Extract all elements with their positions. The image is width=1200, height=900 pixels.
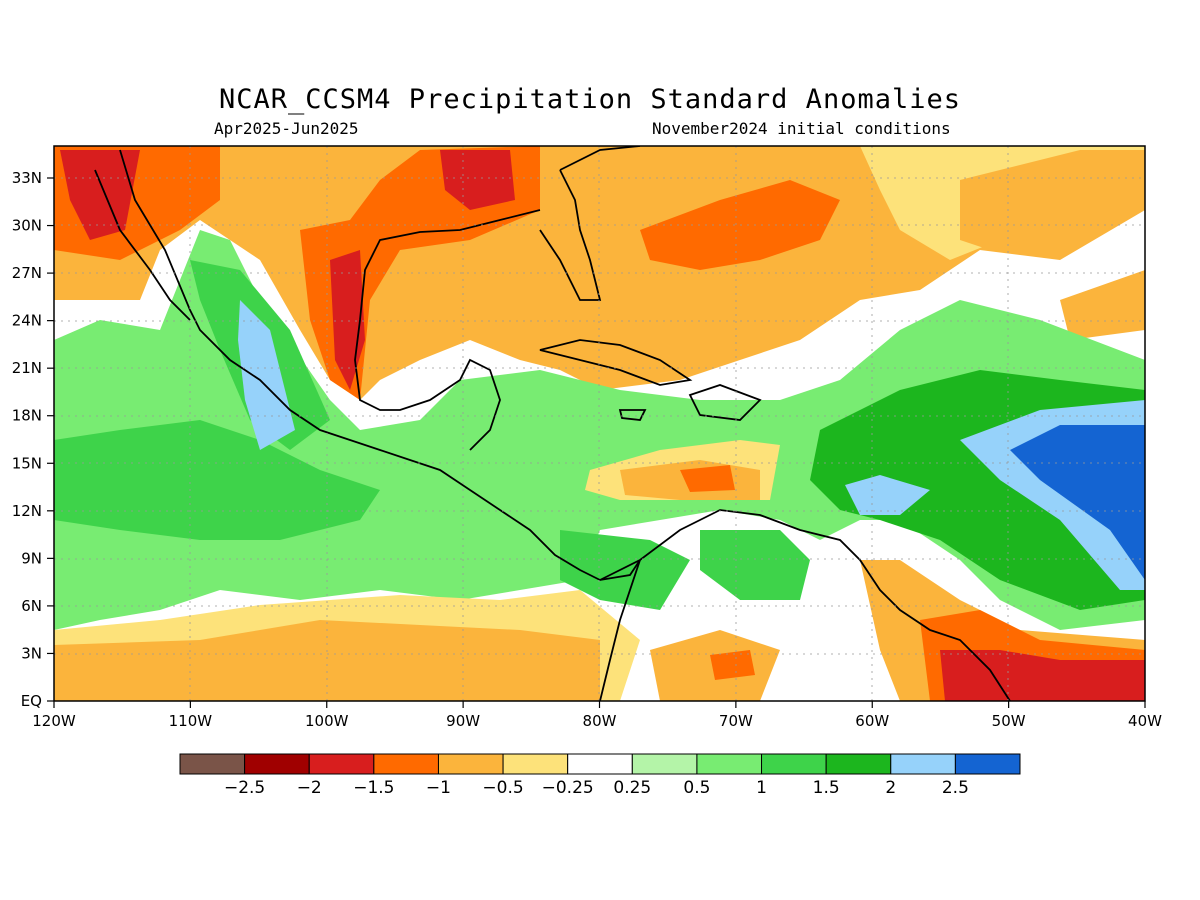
x-tick-label: 90W [446, 712, 480, 730]
anomaly-region-guiana-core [940, 650, 1145, 701]
x-tick-label: 60W [855, 712, 889, 730]
y-tick-label: 27N [12, 264, 42, 282]
anomaly-field [54, 146, 1145, 701]
coastline-cuba [539, 339, 693, 386]
legend-swatch [954, 753, 1021, 775]
legend-label: 0.25 [613, 778, 651, 798]
coastline-south-america [599, 509, 1011, 701]
legend-swatch [890, 753, 956, 775]
anomaly-region-venezuela-wet [700, 530, 810, 600]
anomaly-region-equator-dry [54, 620, 600, 701]
y-tick-label: 12N [12, 502, 42, 520]
legend-swatch [696, 753, 763, 775]
y-tick-label: 30N [12, 217, 42, 235]
coastline-south-america-west [599, 559, 641, 701]
legend-swatch [179, 753, 246, 775]
anomaly-region-atlantic-wet-core [1010, 425, 1145, 580]
legend-swatch [761, 753, 827, 775]
legend-label: −2.5 [224, 778, 265, 798]
anomaly-region-antilles-wet-core [845, 475, 930, 515]
initial-conditions: November2024 initial conditions [652, 119, 951, 138]
y-tick-label: 24N [12, 312, 42, 330]
y-axis-ticks: 33N 30N 27N 24N 21N 18N 15N 12N 9N 6N 3N EQ [12, 169, 54, 710]
legend-label: −1 [426, 778, 451, 798]
x-tick-label: 40W [1128, 712, 1162, 730]
legend-swatch [825, 753, 892, 775]
legend-label: −0.5 [482, 778, 523, 798]
legend-label: 1 [756, 778, 767, 798]
x-tick-label: 120W [32, 712, 76, 730]
coastline-jamaica [618, 409, 647, 421]
legend-label: 2 [885, 778, 896, 798]
legend-label: 0.5 [683, 778, 710, 798]
x-tick-label: 100W [305, 712, 349, 730]
legend-swatch [244, 753, 310, 775]
legend-swatch [308, 753, 375, 775]
x-tick-label: 110W [169, 712, 213, 730]
anomaly-region-east-edge [1060, 270, 1145, 340]
anomaly-region-pacific-wet-strong [54, 420, 380, 540]
coastlines [94, 146, 1011, 701]
legend-label: −1.5 [353, 778, 394, 798]
graticule [54, 146, 1145, 701]
y-tick-label: 9N [21, 549, 42, 567]
coastline-florida [539, 169, 602, 301]
x-axis-ticks: 120W 110W 100W 90W 80W 70W 60W 50W 40W [32, 701, 1162, 730]
y-tick-label: 15N [12, 454, 42, 472]
anomaly-region-mexico-wet-core [238, 300, 295, 450]
anomaly-region-pacific-wet [54, 230, 1145, 630]
y-tick-label: 3N [21, 644, 42, 662]
anomaly-region-west-core [60, 150, 140, 240]
legend-label: 2.5 [942, 778, 969, 798]
coastline-gulf [354, 209, 541, 451]
anomaly-region-colombia-wet [560, 530, 690, 610]
y-tick-label: 6N [21, 597, 42, 615]
y-tick-label: 21N [12, 359, 42, 377]
x-tick-label: 80W [583, 712, 617, 730]
coastline-baja [94, 169, 191, 321]
legend-swatch [567, 753, 633, 775]
legend-label: 1.5 [813, 778, 840, 798]
x-tick-label: 70W [719, 712, 753, 730]
y-tick-label: EQ [21, 692, 42, 710]
color-legend: −2.5 −2 −1.5 −1 −0.5 −0.25 0.25 0.5 1 1.5 2 2.5 [179, 753, 1021, 798]
map-title: NCAR_CCSM4 Precipitation Standard Anomal… [219, 84, 961, 115]
legend-swatch [373, 753, 439, 775]
anomaly-region-amazon-dry-core [710, 650, 755, 680]
coastline-hispaniola [688, 384, 762, 421]
anomaly-region-caribbean-dry-peak [680, 465, 735, 492]
legend-swatch [502, 753, 569, 775]
legend-label: −0.25 [542, 778, 594, 798]
anomaly-region-texas-core [440, 150, 515, 210]
legend-label: −2 [297, 778, 322, 798]
y-tick-label: 33N [12, 169, 42, 187]
y-tick-label: 18N [12, 407, 42, 425]
legend-swatch [631, 753, 698, 775]
coastline-us-east [559, 146, 641, 171]
coastline-mexico-west [119, 149, 641, 581]
x-tick-label: 50W [992, 712, 1026, 730]
forecast-period: Apr2025-Jun2025 [214, 119, 359, 138]
legend-swatch [437, 753, 504, 775]
